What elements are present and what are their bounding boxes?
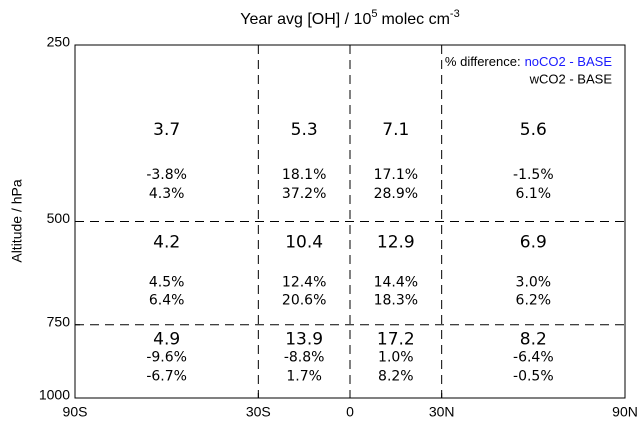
cell-difference: -6.7% bbox=[146, 369, 187, 385]
cell-difference: 6.1% bbox=[516, 186, 552, 202]
x-tick-label: 30S bbox=[246, 404, 271, 420]
x-tick-label: 90N bbox=[612, 404, 638, 420]
cell-value: 8.2 bbox=[520, 330, 547, 350]
cell-difference: 18.3% bbox=[374, 293, 418, 309]
x-tick-label: 30N bbox=[429, 404, 455, 420]
cell-value: 12.9 bbox=[377, 233, 415, 253]
cell-difference: -0.5% bbox=[513, 369, 554, 385]
y-tick-label: 500 bbox=[47, 210, 71, 226]
legend-title: % difference: bbox=[445, 54, 521, 69]
legend-label: noCO2 - BASE bbox=[525, 54, 613, 69]
cell-difference: 4.3% bbox=[149, 186, 185, 202]
y-axis-label: Altitude / hPa bbox=[9, 179, 25, 262]
legend-entry: % difference: noCO2 - BASE bbox=[445, 54, 612, 69]
x-tick-label: 0 bbox=[346, 404, 354, 420]
cell-value: 4.2 bbox=[153, 233, 180, 253]
cell-difference: 14.4% bbox=[374, 275, 418, 291]
cell-difference: -6.4% bbox=[513, 350, 554, 366]
title-unit-exp: -3 bbox=[450, 8, 460, 20]
cell-value: 3.7 bbox=[153, 120, 180, 140]
cell-difference: 17.1% bbox=[374, 167, 418, 183]
cell-value: 7.1 bbox=[382, 120, 409, 140]
legend-label: wCO2 - BASE bbox=[529, 71, 613, 86]
cell-difference: -9.6% bbox=[146, 350, 187, 366]
cell-difference: -8.8% bbox=[284, 350, 325, 366]
cell-value: 17.2 bbox=[377, 330, 415, 350]
chart-title: Year avg [OH] / 105 molec cm-3 bbox=[240, 8, 459, 28]
x-tick-label: 90S bbox=[63, 404, 88, 420]
cell-difference: 20.6% bbox=[282, 293, 326, 309]
y-tick-label: 1000 bbox=[39, 387, 70, 403]
cell-difference: 12.4% bbox=[282, 275, 326, 291]
title-exp: 5 bbox=[371, 8, 377, 20]
cell-difference: -1.5% bbox=[513, 167, 554, 183]
cell-difference: 37.2% bbox=[282, 186, 326, 202]
cell-value: 5.6 bbox=[520, 120, 547, 140]
cell-difference: 1.0% bbox=[378, 350, 414, 366]
cell-difference: 6.2% bbox=[516, 293, 552, 309]
cell-value: 6.9 bbox=[520, 233, 547, 253]
y-tick-label: 250 bbox=[47, 34, 71, 50]
cell-value: 10.4 bbox=[285, 233, 323, 253]
cell-difference: 4.5% bbox=[149, 275, 185, 291]
cell-difference: 28.9% bbox=[374, 186, 418, 202]
cell-difference: 3.0% bbox=[516, 275, 552, 291]
title-text: Year avg [OH] / 10 bbox=[240, 11, 371, 28]
y-tick-label: 750 bbox=[47, 313, 71, 329]
cell-difference: 1.7% bbox=[286, 369, 322, 385]
cell-value: 4.9 bbox=[153, 330, 180, 350]
cell-difference: 8.2% bbox=[378, 369, 414, 385]
cell-difference: -3.8% bbox=[146, 167, 187, 183]
title-unit: molec cm bbox=[381, 11, 449, 28]
cell-difference: 6.4% bbox=[149, 293, 185, 309]
cell-value: 13.9 bbox=[285, 330, 323, 350]
cell-difference: 18.1% bbox=[282, 167, 326, 183]
cell-value: 5.3 bbox=[291, 120, 318, 140]
